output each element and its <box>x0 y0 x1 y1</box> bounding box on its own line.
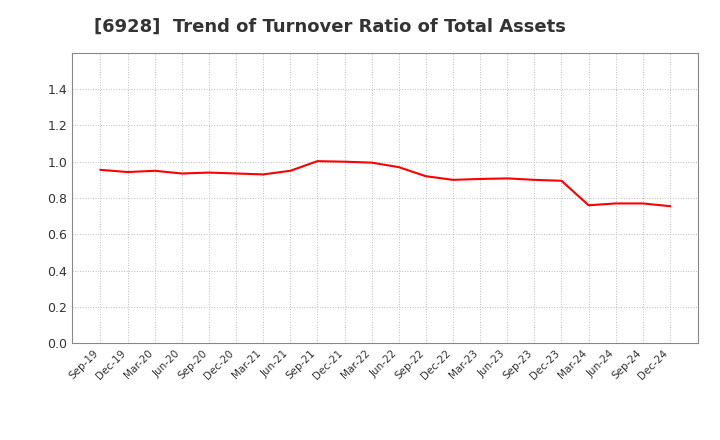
Text: [6928]  Trend of Turnover Ratio of Total Assets: [6928] Trend of Turnover Ratio of Total … <box>94 18 565 36</box>
